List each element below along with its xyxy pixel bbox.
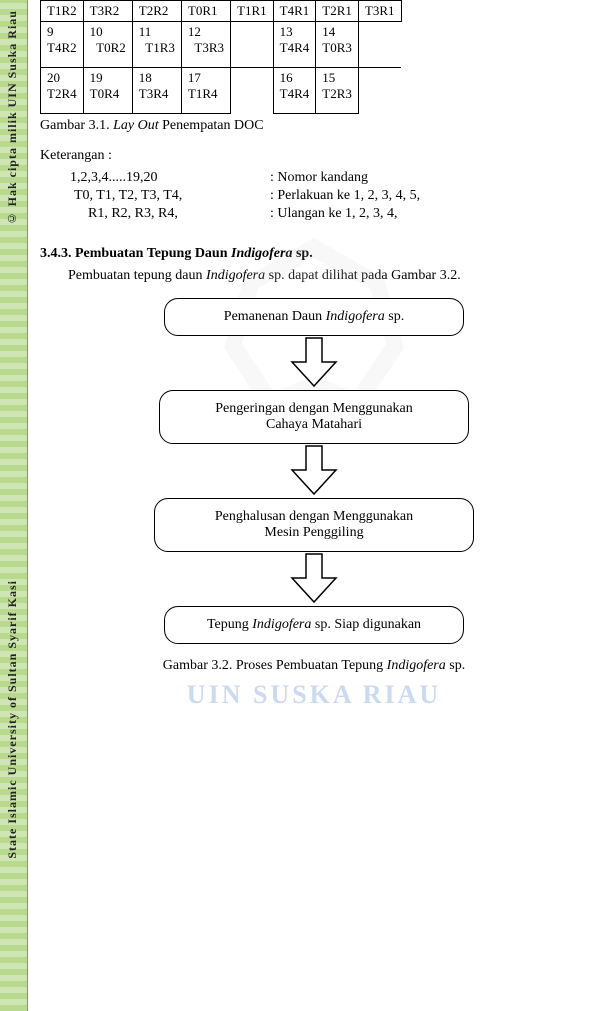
fb1c: sp. [385, 309, 404, 324]
side-copyright: © Hak cipta milik UIN Suska Riau [5, 10, 20, 225]
arrow-3 [284, 552, 344, 606]
layout-cell: 9T4R2 [41, 22, 84, 68]
cap1c: Penempatan DOC [159, 118, 264, 133]
layout-cell: 14T0R3 [316, 22, 359, 68]
fb1b: Indigofera [326, 309, 385, 324]
arrow-1 [284, 336, 344, 390]
layout-cell: 13T4R4 [273, 22, 316, 68]
ket-value: : Ulangan ke 1, 2, 3, 4, [270, 206, 398, 222]
layout-header-cell: T1R2 [41, 1, 84, 22]
layout-cell: 10 T0R2 [83, 22, 132, 68]
layout-cell: 16T4R4 [273, 68, 316, 114]
keterangan-title: Keterangan : [40, 148, 588, 164]
ket-label: 1,2,3,4.....19,20 [40, 170, 270, 186]
secnum: 3.4.3. [40, 246, 72, 261]
c2a: Gambar 3.2. Proses Pembuatan Tepung [163, 658, 387, 673]
layout-header-cell: T2R2 [132, 1, 181, 22]
ket-label: T0, T1, T2, T3, T4, [40, 188, 270, 204]
flow-box-1: Pemanenan Daun Indigofera sp. [164, 298, 464, 336]
figure-caption-3-2: Gambar 3.2. Proses Pembuatan Tepung Indi… [163, 658, 465, 674]
layout-header-cell: T1R1 [231, 1, 274, 22]
layout-cell: 15T2R3 [316, 68, 359, 114]
cap1a: Gambar 3.1. [40, 118, 113, 133]
layout-header-cell: T3R2 [83, 1, 132, 22]
layout-header-cell: T3R1 [358, 1, 401, 22]
fb1a: Pemanenan Daun [224, 309, 326, 324]
layout-cell: 19T0R4 [83, 68, 132, 114]
layout-header-cell: T0R1 [181, 1, 230, 22]
flow-box-3: Penghalusan dengan MenggunakanMesin Peng… [154, 498, 474, 552]
watermark-text: UIN SUSKA RIAU [187, 680, 441, 710]
fb4c: sp. Siap digunakan [311, 617, 421, 632]
flow-box-4: Tepung Indigofera sp. Siap digunakan [164, 606, 464, 644]
figure-caption-3-1: Gambar 3.1. Lay Out Penempatan DOC [40, 118, 588, 134]
layout-header-cell: T4R1 [273, 1, 316, 22]
arrow-2 [284, 444, 344, 498]
layout-cell: 20T2R4 [41, 68, 84, 114]
layout-trailing [358, 22, 401, 68]
layout-cell: 17T1R4 [181, 68, 230, 114]
layout-cell: 12 T3R3 [181, 22, 230, 68]
ket-value: : Nomor kandang [270, 170, 368, 186]
layout-cell: 18T3R4 [132, 68, 181, 114]
layout-gap [231, 22, 274, 68]
fb4a: Tepung [207, 617, 252, 632]
c2b: Indigofera [387, 658, 446, 673]
ia: Pembuatan tepung daun [68, 268, 206, 283]
flow-box-2: Pengeringan dengan MenggunakanCahaya Mat… [159, 390, 469, 444]
ket-label: R1, R2, R3, R4, [40, 206, 270, 222]
layout-gap [231, 68, 274, 114]
layout-cell: 11 T1R3 [132, 22, 181, 68]
flowchart: Pemanenan Daun Indigofera sp. Pengeringa… [40, 298, 588, 674]
fb4b: Indigofera [252, 617, 311, 632]
c2c: sp. [446, 658, 465, 673]
ket-value: : Perlakuan ke 1, 2, 3, 4, 5, [270, 188, 420, 204]
layout-header-cell: T2R1 [316, 1, 359, 22]
cap1b: Lay Out [113, 118, 159, 133]
side-university: State Islamic University of Sultan Syari… [5, 580, 20, 859]
layout-trailing [358, 68, 401, 114]
secta: Pembuatan Tepung Daun [75, 246, 231, 261]
layout-table: T1R2T3R2T2R2T0R1T1R1T4R1T2R1T3R1 9T4R210… [40, 0, 402, 114]
